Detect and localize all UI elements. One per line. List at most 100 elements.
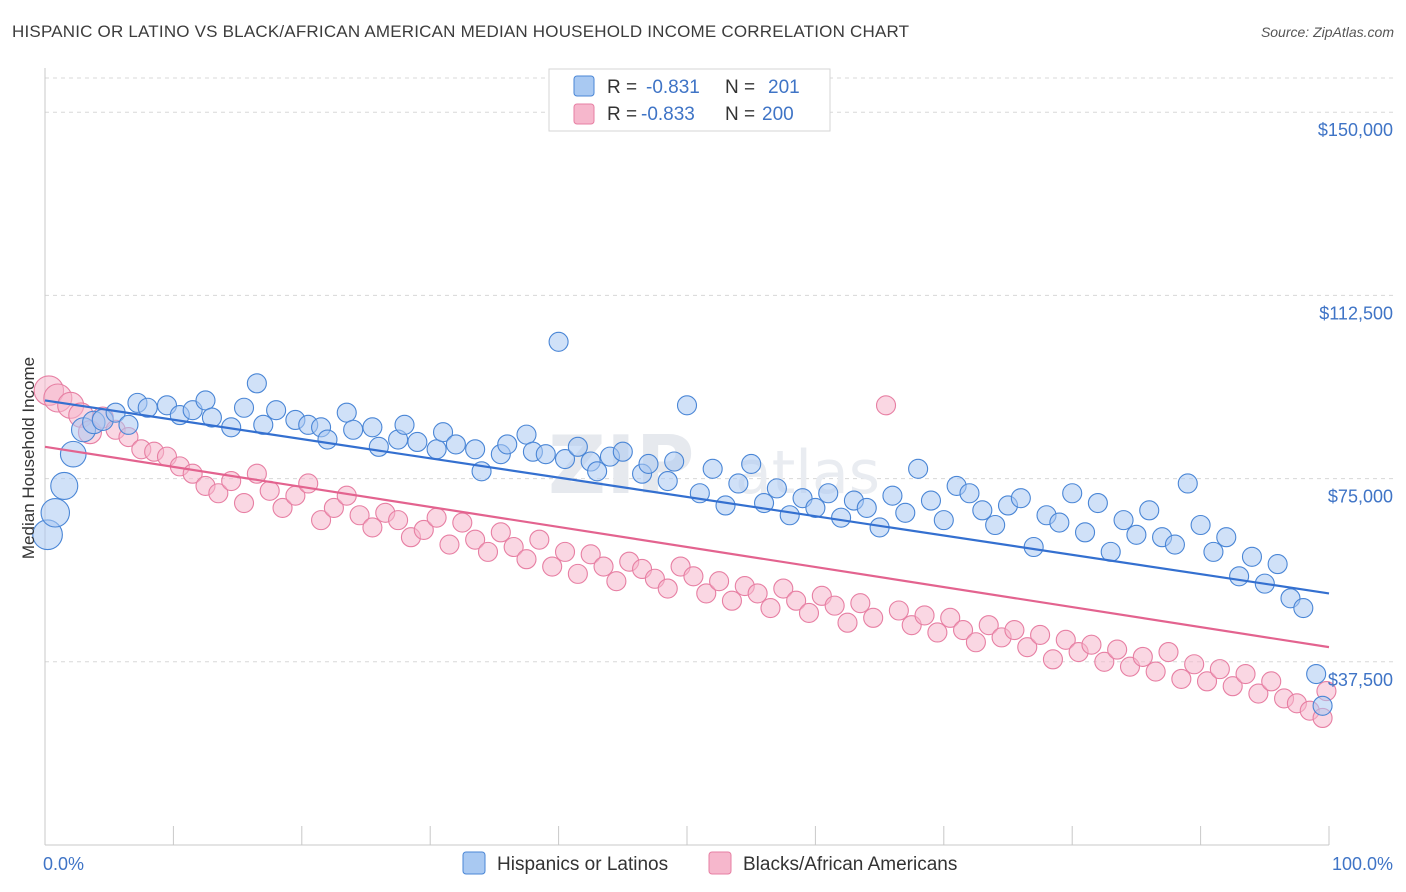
hispanics-point	[343, 419, 364, 440]
hispanics-point	[908, 458, 929, 479]
blacks-point	[875, 395, 897, 416]
hispanics-point	[1062, 483, 1083, 504]
hispanics-point	[59, 440, 87, 468]
bottom-legend-blacks-label: Blacks/African Americans	[743, 854, 957, 875]
blacks-point	[349, 505, 370, 526]
legend-row2-n-label: N =	[725, 104, 755, 125]
bottom-legend: Hispanics or Latinos Blacks/African Amer…	[462, 851, 957, 875]
hispanics-point	[137, 397, 158, 418]
blacks-point	[208, 483, 229, 504]
blacks-point	[1248, 683, 1269, 704]
hispanics-point	[368, 436, 389, 457]
hispanics-point	[195, 390, 216, 411]
hispanics-point	[882, 485, 903, 506]
blacks-point	[606, 571, 627, 592]
blacks-point	[1222, 676, 1243, 697]
hispanics-point	[1190, 514, 1211, 536]
legend-row1-r-value: -0.831	[646, 77, 700, 98]
hispanics-trend-line	[44, 399, 1330, 595]
hispanics-point	[1312, 695, 1333, 716]
hispanics-point	[445, 434, 466, 455]
blacks-point	[927, 622, 948, 643]
blacks-point	[940, 607, 961, 628]
blacks-point	[786, 590, 807, 611]
hispanics-point	[676, 395, 698, 416]
y-tick-label: $112,500	[1319, 303, 1393, 323]
hispanics-point	[497, 434, 518, 455]
blacks-point	[413, 519, 434, 540]
y-tick-label: $37,500	[1328, 670, 1393, 690]
blacks-point	[529, 529, 550, 550]
blacks-point	[1030, 624, 1051, 645]
blacks-point	[1107, 639, 1128, 660]
hispanics-point	[362, 417, 383, 438]
hispanics-point	[715, 495, 736, 516]
hispanics-point	[426, 439, 447, 460]
hispanics-point	[1306, 663, 1327, 685]
hispanics-point	[1049, 512, 1070, 533]
blacks-point	[1132, 646, 1153, 667]
chart-title: HISPANIC OR LATINO VS BLACK/AFRICAN AMER…	[12, 22, 910, 41]
blacks-point	[465, 529, 486, 550]
blacks-point	[542, 556, 563, 577]
hispanics-point	[516, 424, 537, 445]
hispanics-point	[805, 497, 826, 518]
hispanics-point	[972, 500, 993, 521]
hispanics-point	[1126, 524, 1147, 545]
legend-row1-n-value: 201	[768, 77, 800, 98]
hispanics-point	[266, 400, 287, 421]
blacks-point	[1184, 654, 1205, 675]
legend-row1-n-label: N =	[725, 77, 755, 98]
blacks-point	[953, 619, 974, 641]
blacks-point	[1055, 629, 1076, 650]
hispanics-point	[1087, 492, 1108, 514]
blacks-point	[554, 541, 576, 562]
blacks-point	[978, 615, 999, 636]
blacks-point	[888, 600, 909, 621]
blacks-point	[311, 510, 332, 531]
hispanics-point	[1177, 473, 1198, 494]
hispanics-point	[317, 429, 338, 450]
hispanics-point	[766, 478, 787, 499]
blacks-point	[1171, 668, 1192, 689]
blacks-point	[1158, 641, 1179, 663]
hispanics-point	[118, 414, 139, 435]
blacks-point	[503, 536, 524, 558]
legend-row1-r-label: R =	[607, 77, 637, 98]
hispanics-point	[1164, 534, 1185, 555]
blacks-point	[259, 480, 280, 501]
hispanics-point	[50, 471, 79, 500]
blacks-point	[426, 507, 447, 528]
blacks-point	[914, 605, 935, 626]
blacks-point	[298, 473, 319, 494]
hispanics-point	[1229, 566, 1250, 587]
hispanics-point	[779, 505, 800, 526]
hispanics-point	[535, 444, 556, 465]
blacks-point	[683, 566, 704, 587]
x-tick-label-max: 100.0%	[1332, 854, 1393, 874]
blacks-point	[824, 595, 845, 616]
hispanics-point	[1113, 510, 1134, 531]
bottom-legend-blue-swatch	[462, 851, 486, 875]
series-hispanics-points	[32, 331, 1333, 716]
trend-lines	[44, 399, 1330, 649]
blacks-point	[1081, 634, 1102, 655]
blacks-point	[1017, 637, 1038, 658]
hispanics-point	[1203, 541, 1224, 562]
blacks-point	[362, 517, 383, 538]
hispanics-point	[985, 514, 1006, 536]
hispanics-point	[465, 439, 486, 460]
y-tick-label: $150,000	[1318, 120, 1393, 140]
blacks-point	[850, 593, 871, 614]
blacks-point	[721, 590, 742, 611]
blacks-point	[1004, 619, 1025, 641]
hispanics-point	[40, 498, 71, 528]
legend-row2-r-value: -0.833	[641, 104, 695, 125]
hispanics-point	[1139, 500, 1160, 521]
blacks-point	[1196, 671, 1218, 692]
legend-row2-n-value: 200	[762, 104, 794, 125]
hispanics-point	[246, 373, 267, 394]
blacks-point	[1042, 649, 1063, 670]
blacks-point	[798, 602, 820, 623]
